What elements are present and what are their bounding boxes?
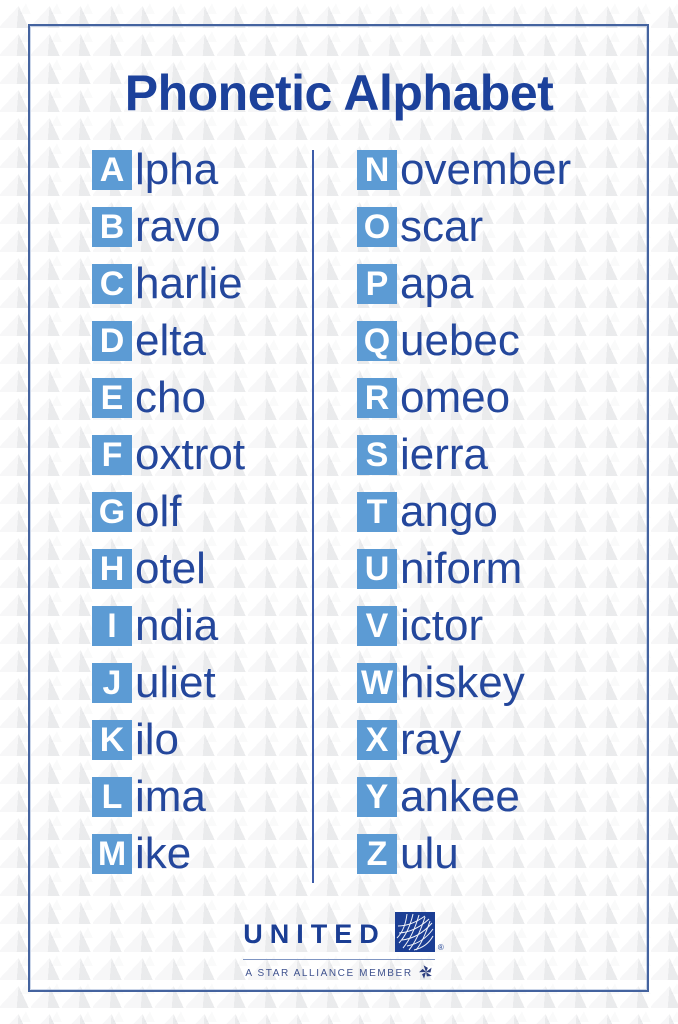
united-wordmark: UNITED	[243, 918, 386, 949]
letter-box-d: D	[92, 321, 132, 361]
united-logo-block: UNITED ® A STAR ALLI	[0, 912, 678, 982]
word-echo: cho	[135, 373, 206, 422]
word-charlie: harlie	[135, 259, 243, 308]
united-wordmark-row: UNITED ®	[243, 912, 444, 952]
word-alpha: lpha	[135, 145, 219, 194]
word-november: ovember	[400, 145, 572, 194]
letter-box-h: H	[92, 549, 132, 589]
page-title: Phonetic Alphabet	[124, 65, 554, 121]
word-uniform: niform	[400, 544, 523, 593]
letter-box-e: E	[92, 378, 132, 418]
column-divider-line	[312, 150, 314, 883]
letter-box-s: S	[357, 435, 397, 475]
letter-box-a: A	[92, 150, 132, 190]
letter-box-o: O	[357, 207, 397, 247]
word-foxtrot: oxtrot	[135, 430, 246, 479]
letter-box-t: T	[357, 492, 397, 532]
star-alliance-icon	[418, 965, 433, 982]
word-romeo: omeo	[400, 373, 511, 422]
star-alliance-label: A STAR ALLIANCE MEMBER	[245, 968, 413, 979]
word-kilo: ilo	[135, 715, 180, 764]
word-victor: ictor	[400, 601, 484, 650]
word-india: ndia	[135, 601, 219, 650]
word-papa: apa	[400, 259, 474, 308]
word-yankee: ankee	[400, 772, 520, 821]
letter-box-g: G	[92, 492, 132, 532]
word-lima: ima	[135, 772, 206, 821]
letter-box-u: U	[357, 549, 397, 589]
word-hotel: otel	[135, 544, 206, 593]
letter-box-i: I	[92, 606, 132, 646]
word-juliet: uliet	[135, 658, 216, 707]
letter-box-m: M	[92, 834, 132, 874]
letter-box-c: C	[92, 264, 132, 304]
letter-box-k: K	[92, 720, 132, 760]
word-mike: ike	[135, 829, 192, 878]
letter-box-y: Y	[357, 777, 397, 817]
letter-box-f: F	[92, 435, 132, 475]
footer-divider-line	[243, 959, 435, 960]
poster-border	[28, 24, 649, 992]
letter-box-v: V	[357, 606, 397, 646]
letter-box-l: L	[92, 777, 132, 817]
word-golf: olf	[135, 487, 182, 536]
letter-box-b: B	[92, 207, 132, 247]
word-sierra: ierra	[400, 430, 489, 479]
letter-box-r: R	[357, 378, 397, 418]
word-bravo: ravo	[135, 202, 221, 251]
letter-box-p: P	[357, 264, 397, 304]
star-alliance-row: A STAR ALLIANCE MEMBER	[245, 965, 432, 982]
word-whiskey: hiskey	[400, 658, 525, 707]
letter-box-z: Z	[357, 834, 397, 874]
word-zulu: ulu	[400, 829, 459, 878]
word-tango: ango	[400, 487, 498, 536]
letter-box-q: Q	[357, 321, 397, 361]
word-xray: ray	[400, 715, 462, 764]
letter-box-x: X	[357, 720, 397, 760]
registered-mark: ®	[437, 943, 444, 952]
letter-box-n: N	[357, 150, 397, 190]
word-quebec: uebec	[400, 316, 520, 365]
letter-box-w: W	[357, 663, 397, 703]
word-oscar: scar	[400, 202, 484, 251]
letter-box-j: J	[92, 663, 132, 703]
word-delta: elta	[135, 316, 206, 365]
united-globe-icon: ®	[394, 912, 444, 952]
